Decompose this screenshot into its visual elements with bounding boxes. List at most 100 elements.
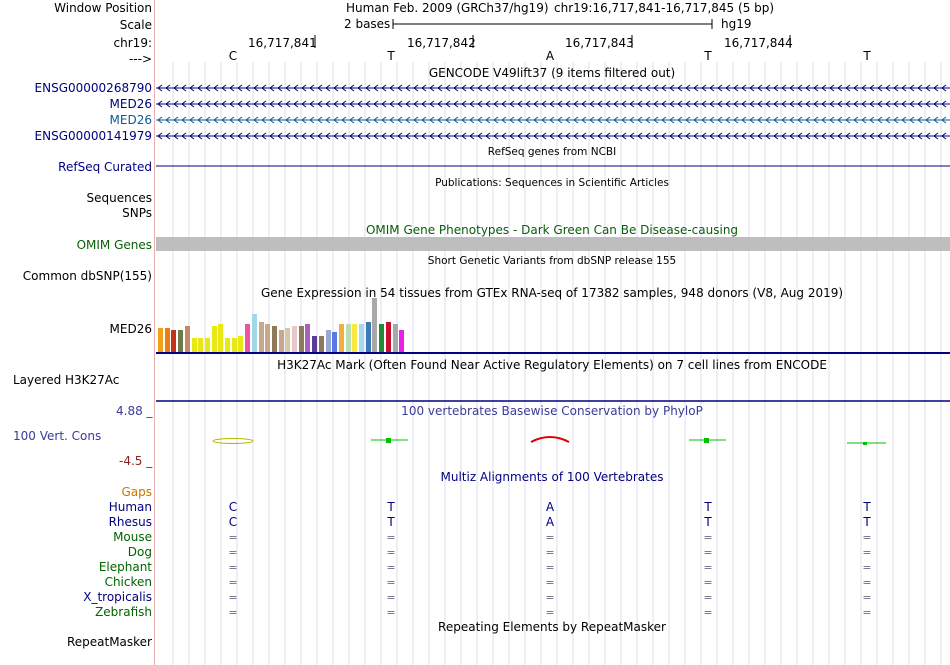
species-label[interactable]: Elephant xyxy=(98,560,152,574)
strand-label: ---> xyxy=(128,52,152,66)
alignment-base: = xyxy=(228,606,238,619)
reference-base: A xyxy=(545,49,555,63)
alignment-base: = xyxy=(703,591,713,604)
reference-base: T xyxy=(704,49,712,63)
species-label[interactable]: X_tropicalis xyxy=(83,590,152,604)
species-label[interactable]: Human xyxy=(108,500,152,514)
refseq-track-title[interactable]: RefSeq genes from NCBI xyxy=(487,146,617,158)
species-label[interactable]: Mouse xyxy=(113,530,152,544)
alignment-base: A xyxy=(545,515,555,529)
alignment-base: = xyxy=(228,591,238,604)
gtex-tissue-bar[interactable] xyxy=(325,330,331,352)
conservation-track-title[interactable]: 100 vertebrates Basewise Conservation by… xyxy=(401,404,703,418)
region-text[interactable]: chr19:16,717,841-16,717,845 (5 bp) xyxy=(554,1,775,15)
alignment-base: T xyxy=(863,515,871,529)
publications-label[interactable]: SNPs xyxy=(122,206,152,220)
gtex-tissue-bar[interactable] xyxy=(271,326,277,352)
gtex-tissue-bar[interactable] xyxy=(345,324,351,352)
dbsnp-track-title[interactable]: Short Genetic Variants from dbSNP releas… xyxy=(427,255,677,267)
conservation-track-label[interactable]: 100 Vert. Cons xyxy=(13,429,102,443)
species-label[interactable]: Dog xyxy=(127,545,152,559)
gtex-tissue-bar[interactable] xyxy=(352,324,358,352)
gtex-tissue-bar[interactable] xyxy=(359,324,364,352)
position-tick-label: 16,717,842 xyxy=(407,36,476,50)
dbsnp-track-label[interactable]: Common dbSNP(155) xyxy=(22,269,152,283)
gtex-tissue-bar[interactable] xyxy=(338,324,344,352)
assembly-text: Human Feb. 2009 (GRCh37/hg19) xyxy=(346,1,549,15)
h3k27ac-track-label[interactable]: Layered H3K27Ac xyxy=(13,373,120,387)
gtex-tissue-bar[interactable] xyxy=(225,338,230,352)
species-label[interactable]: Zebrafish xyxy=(95,605,152,619)
gtex-tissue-bar[interactable] xyxy=(204,338,210,352)
gtex-tissue-bar[interactable] xyxy=(231,338,237,352)
h3k27ac-track-title[interactable]: H3K27Ac Mark (Often Found Near Active Re… xyxy=(277,358,827,372)
gtex-tissue-bar[interactable] xyxy=(392,324,398,352)
alignment-base: = xyxy=(545,576,555,589)
gtex-tissue-bar[interactable] xyxy=(265,324,271,352)
gencode-item-label[interactable]: MED26 xyxy=(109,113,152,127)
gtex-tissue-bar[interactable] xyxy=(158,328,163,352)
strand-chevrons xyxy=(157,100,947,108)
species-label[interactable]: Chicken xyxy=(104,575,152,589)
omim-track-title[interactable]: OMIM Gene Phenotypes - Dark Green Can Be… xyxy=(365,223,739,237)
position-tick-label: 16,717,844 xyxy=(724,36,793,50)
alignment-base: C xyxy=(228,515,238,529)
gtex-tissue-bar[interactable] xyxy=(184,326,190,352)
gtex-tissue-bar[interactable] xyxy=(298,326,304,352)
gtex-tissue-bar[interactable] xyxy=(285,328,291,352)
gtex-tissue-bar[interactable] xyxy=(164,328,170,352)
alignment-base: = xyxy=(228,576,238,589)
publications-track-title[interactable]: Publications: Sequences in Scientific Ar… xyxy=(435,177,669,189)
repeatmasker-track-label[interactable]: RepeatMasker xyxy=(66,635,152,649)
reference-base: C xyxy=(228,49,238,63)
gencode-item-label[interactable]: MED26 xyxy=(109,97,152,111)
strand-chevrons xyxy=(157,84,947,92)
omim-track-label[interactable]: OMIM Genes xyxy=(76,238,152,252)
gtex-tissue-bar[interactable] xyxy=(258,322,264,352)
scale-db: hg19 xyxy=(721,17,752,31)
gtex-tissue-bar[interactable] xyxy=(245,324,251,352)
alignment-base: = xyxy=(703,546,713,559)
refseq-track-label[interactable]: RefSeq Curated xyxy=(58,160,152,174)
alignment-base: = xyxy=(703,576,713,589)
multiz-gaps-label[interactable]: Gaps xyxy=(121,485,152,499)
gtex-tissue-bar[interactable] xyxy=(178,330,184,352)
gtex-tissue-bar[interactable] xyxy=(312,336,318,352)
alignment-base: = xyxy=(545,561,555,574)
conservation-mark xyxy=(212,438,254,444)
gtex-tissue-bar[interactable] xyxy=(238,336,244,352)
repeatmasker-track-title[interactable]: Repeating Elements by RepeatMasker xyxy=(438,620,666,634)
gtex-tissue-bar[interactable] xyxy=(198,338,204,352)
gtex-tissue-bar[interactable] xyxy=(305,324,311,352)
alignment-base: = xyxy=(703,531,713,544)
gtex-tissue-bar[interactable] xyxy=(379,324,385,352)
scale-label: Scale xyxy=(119,18,152,32)
gtex-tissue-bar[interactable] xyxy=(372,298,378,352)
gtex-tissue-bar[interactable] xyxy=(292,326,297,352)
gtex-tissue-bar[interactable] xyxy=(365,322,371,352)
scale-value: 2 bases xyxy=(344,17,391,31)
conservation-mark xyxy=(386,438,391,443)
gencode-item-label[interactable]: ENSG00000141979 xyxy=(34,129,152,143)
gtex-tissue-bar[interactable] xyxy=(211,326,217,352)
species-label[interactable]: Rhesus xyxy=(108,515,152,529)
gtex-tissue-bar[interactable] xyxy=(332,332,338,352)
gtex-track-title[interactable]: Gene Expression in 54 tissues from GTEx … xyxy=(260,286,844,300)
gtex-tissue-bar[interactable] xyxy=(278,330,284,352)
gencode-item-label[interactable]: ENSG00000268790 xyxy=(34,81,152,95)
gtex-tissue-bar[interactable] xyxy=(399,330,405,352)
gtex-tissue-bar[interactable] xyxy=(171,330,177,352)
alignment-base: = xyxy=(862,531,872,544)
alignment-base: = xyxy=(386,546,396,559)
gtex-tissue-bar[interactable] xyxy=(218,324,224,352)
multiz-track-title[interactable]: Multiz Alignments of 100 Vertebrates xyxy=(440,470,664,484)
gtex-tissue-bar[interactable] xyxy=(251,314,257,352)
gencode-track-title[interactable]: GENCODE V49lift37 (9 items filtered out) xyxy=(428,66,676,80)
publications-label[interactable]: Sequences xyxy=(86,191,152,205)
gtex-tissue-bar[interactable] xyxy=(191,338,197,352)
gtex-tissue-bar[interactable] xyxy=(385,322,391,352)
alignment-base: = xyxy=(386,591,396,604)
gtex-track-label[interactable]: MED26 xyxy=(109,322,152,336)
gtex-tissue-bar[interactable] xyxy=(318,336,324,352)
